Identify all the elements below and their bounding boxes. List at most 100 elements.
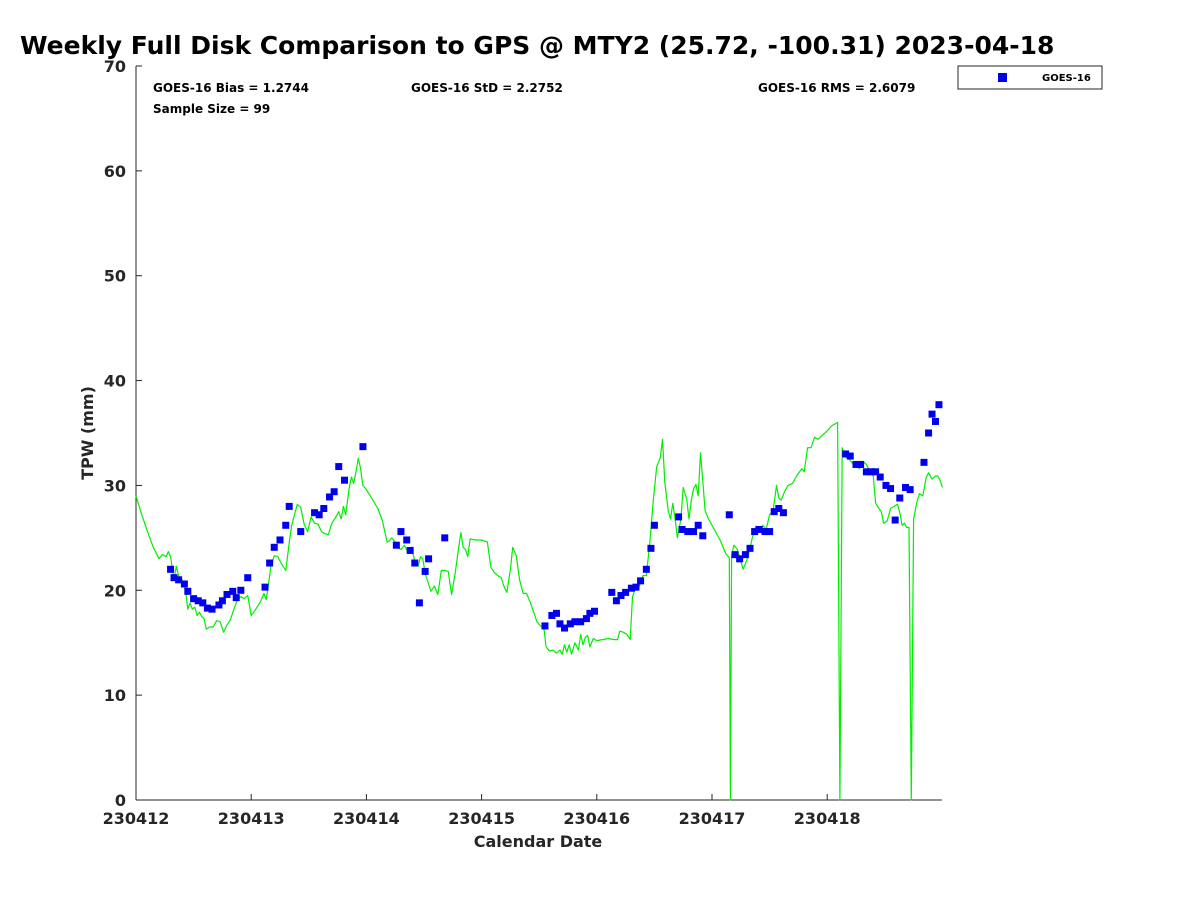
goes-16-point (612, 597, 620, 605)
goes-16-point (622, 588, 630, 596)
goes-16-point (237, 586, 245, 594)
y-tick-label: 60 (104, 162, 126, 181)
goes-16-point (208, 605, 216, 613)
y-tick-label: 50 (104, 267, 126, 286)
goes-16-point (215, 601, 223, 609)
goes-16-point (590, 607, 598, 615)
goes-16-point (725, 511, 733, 519)
goes-16-point (755, 525, 763, 533)
goes-16-point (184, 587, 192, 595)
gps-series (135, 421, 943, 801)
goes-16-point (872, 468, 880, 476)
goes-16-point (326, 493, 334, 501)
goes-16-point (920, 458, 928, 466)
goes-16-point (170, 574, 178, 582)
goes-16-point (842, 450, 850, 458)
legend-marker-goes-16 (998, 73, 1007, 82)
goes-16-point (925, 429, 933, 437)
goes-16-point (647, 544, 655, 552)
goes-16-point (330, 488, 338, 496)
goes-16-point (887, 485, 895, 493)
x-tick-label: 230412 (103, 809, 170, 828)
goes-16-point (297, 528, 305, 536)
goes-16-point (548, 611, 556, 619)
goes-16-point (731, 551, 739, 559)
goes-16-point (761, 528, 769, 536)
std-stat: GOES-16 StD = 2.2752 (411, 81, 563, 95)
x-ticks: 230412 230413 230414 230415 230416 230417 2304… (103, 794, 861, 828)
goes-16-point (315, 511, 323, 519)
goes-16-point (403, 536, 411, 544)
goes-16-point (852, 460, 860, 468)
goes-16-point (335, 463, 343, 471)
goes-16-point (311, 509, 319, 517)
goes-16-point (270, 543, 278, 551)
goes-16-point (935, 401, 943, 409)
goes-16-point (577, 618, 585, 626)
goes-16-point (684, 528, 692, 536)
rms-stat: GOES-16 RMS = 2.6079 (758, 81, 915, 95)
goes-16-point (180, 580, 188, 588)
goes-16-point (571, 618, 579, 626)
goes-16-point (167, 565, 175, 573)
goes-16-point (341, 476, 349, 484)
goes-16-point (632, 583, 640, 591)
goes-16-point (425, 555, 433, 563)
goes-16-point (928, 410, 936, 418)
goes-16-point (617, 592, 625, 600)
goes-16-point (582, 615, 590, 623)
goes-16-point (203, 604, 211, 612)
goes-16-point (736, 555, 744, 563)
goes-16-point (699, 532, 707, 540)
goes-16-point (775, 504, 783, 512)
goes-16-point (642, 565, 650, 573)
goes-16-point (690, 528, 698, 536)
y-tick-label: 10 (104, 686, 126, 705)
goes-16-point (218, 597, 226, 605)
goes-16-series (167, 401, 943, 632)
legend-label-goes-16: GOES-16 (1042, 73, 1091, 84)
goes-16-point (282, 521, 290, 529)
goes-16-point (566, 620, 574, 628)
goes-16-point (411, 559, 419, 567)
y-tick-label: 30 (104, 476, 126, 495)
x-tick-label: 230413 (218, 809, 285, 828)
y-tick-label: 20 (104, 581, 126, 600)
goes-16-point (441, 534, 449, 542)
goes-16-point (223, 590, 231, 598)
goes-16-point (694, 521, 702, 529)
goes-16-point (896, 494, 904, 502)
bias-stat: GOES-16 Bias = 1.2744 (153, 81, 309, 95)
y-tick-label: 40 (104, 372, 126, 391)
goes-16-point (675, 513, 683, 521)
goes-16-point (637, 577, 645, 585)
goes-16-point (770, 508, 778, 516)
goes-16-point (244, 574, 252, 582)
goes-16-point (751, 528, 759, 536)
goes-16-point (266, 559, 274, 567)
goes-16-point (232, 594, 240, 602)
goes-16-point (320, 504, 328, 512)
x-tick-label: 230418 (794, 809, 861, 828)
goes-16-point (931, 417, 939, 425)
gps-line (135, 421, 943, 801)
stats-box: GOES-16 Bias = 1.2744 GOES-16 StD = 2.27… (153, 81, 915, 116)
goes-16-point (261, 583, 269, 591)
goes-16-point (285, 502, 293, 510)
goes-16-point (857, 460, 865, 468)
goes-16-point (608, 588, 616, 596)
goes-16-point (650, 521, 658, 529)
goes-16-point (190, 595, 198, 603)
x-axis-label: Calendar Date (474, 832, 603, 851)
goes-16-point (906, 486, 914, 494)
goes-16-point (678, 525, 686, 533)
goes-16-point (891, 516, 899, 524)
goes-16-point (741, 551, 749, 559)
goes-16-point (229, 587, 237, 595)
x-tick-label: 230417 (679, 809, 746, 828)
goes-16-point (882, 481, 890, 489)
goes-16-point (867, 468, 875, 476)
y-axis-label: TPW (mm) (78, 386, 97, 480)
legend: GOES-16 (957, 65, 1103, 90)
